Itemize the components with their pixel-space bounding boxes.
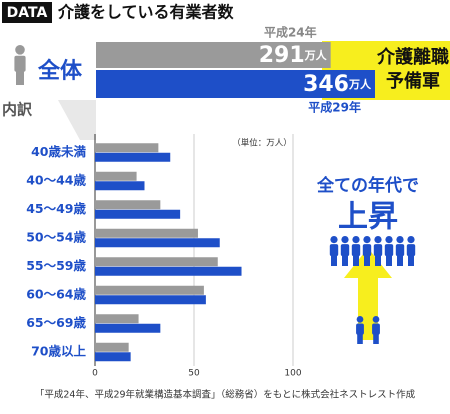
y-tick-label: 40歳未満	[31, 144, 86, 159]
person-icon-head	[352, 236, 360, 244]
y-tick-label: 45〜49歳	[26, 201, 86, 216]
value: 291	[259, 43, 305, 68]
person-icon-legs	[408, 254, 414, 266]
x-tick-label: 50	[188, 369, 200, 379]
person-icon-body	[351, 244, 361, 257]
x-tick-label: 100	[284, 369, 301, 379]
y-tick-label: 40〜44歳	[26, 172, 86, 187]
x-tick-label: 0	[92, 369, 98, 379]
person-icon-body	[406, 244, 416, 257]
value-label: 346万人	[303, 72, 372, 97]
person-icon-body	[362, 244, 372, 257]
annotation: 上昇	[338, 200, 398, 235]
value: 346	[303, 72, 349, 97]
person-icon-head	[396, 236, 404, 244]
bar	[95, 209, 181, 219]
y-tick-label: 70歳以上	[31, 343, 86, 358]
person-icon-body	[373, 244, 383, 257]
arrow	[344, 248, 392, 340]
person-icon-legs	[397, 254, 403, 266]
person-icon-body	[14, 55, 26, 72]
pointer	[58, 100, 96, 140]
person-icon-head	[330, 236, 338, 244]
person-icon-legs	[331, 254, 337, 266]
tag-box	[2, 2, 52, 23]
person-icon-head	[356, 316, 364, 323]
person-icon-legs	[375, 254, 381, 266]
y-tick-label: 55〜59歳	[26, 258, 86, 273]
person-icon-legs	[386, 254, 392, 266]
bar	[95, 181, 145, 191]
total-title: 全体	[37, 58, 83, 84]
annotation: 全ての年代で	[316, 175, 419, 196]
title: 介護をしている有業者数	[57, 3, 235, 22]
person-icon-legs	[373, 332, 379, 344]
person-icon-head	[385, 236, 393, 244]
annotation: 介護離職予備軍	[376, 46, 449, 92]
y-tick-label: 60〜64歳	[26, 286, 86, 301]
bar	[95, 314, 139, 324]
source: 「平成24年、平成29年就業構造基本調査」（総務省）をもとに株式会社ネストレスト…	[35, 389, 416, 401]
bar	[96, 70, 375, 98]
person-icon-body	[340, 244, 350, 257]
bar	[95, 152, 171, 162]
unit: 万人	[348, 77, 372, 91]
value-label: 291万人	[259, 43, 328, 68]
y-tick-label: 65〜69歳	[26, 315, 86, 330]
bar-category: 平成29年	[308, 100, 361, 115]
person-icon-body	[372, 323, 380, 335]
bar	[95, 171, 137, 181]
person-icon-legs	[357, 332, 363, 344]
person-icon-legs	[16, 69, 24, 85]
person-icon-head	[407, 236, 415, 244]
person-icon-head	[341, 236, 349, 244]
unit-label: （単位：万人）	[232, 138, 292, 149]
bar	[95, 257, 218, 267]
person-icon-body	[356, 323, 364, 335]
bar	[95, 323, 161, 333]
person-icon-body	[395, 244, 405, 257]
bar	[96, 42, 331, 68]
person-icon-body	[329, 244, 339, 257]
person-icon-body	[384, 244, 394, 257]
bar-category: 平成24年	[264, 25, 317, 40]
annotation-line: 予備軍	[386, 70, 440, 92]
bar	[95, 228, 198, 238]
person-icon-head	[374, 236, 382, 244]
person-icon-head	[372, 316, 380, 323]
person-icon-legs	[353, 254, 359, 266]
bar	[95, 238, 220, 248]
bar	[95, 266, 242, 276]
tag: DATA	[7, 5, 48, 21]
bar	[95, 143, 159, 153]
annotation-line: 介護離職	[376, 46, 449, 68]
unit: 万人	[304, 48, 328, 62]
breakdown-title: 内訳	[2, 101, 33, 119]
person-icon-head	[15, 45, 25, 55]
bar	[95, 352, 131, 362]
bar	[95, 285, 204, 295]
bar	[95, 295, 206, 305]
y-tick-label: 50〜54歳	[26, 229, 86, 244]
bar	[95, 200, 161, 210]
bar	[95, 342, 129, 352]
person-icon-legs	[342, 254, 348, 266]
person-icon-head	[363, 236, 371, 244]
person-icon-legs	[364, 254, 370, 266]
